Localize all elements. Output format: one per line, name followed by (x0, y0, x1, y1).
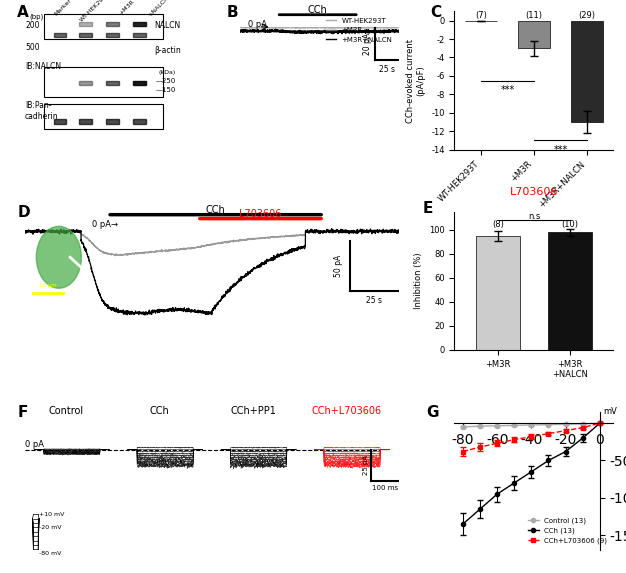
Text: CCh: CCh (308, 5, 327, 15)
Bar (44, 104, 163, 129)
Text: 25 s: 25 s (366, 296, 382, 305)
Text: +10 mV: +10 mV (39, 512, 64, 517)
Bar (548, 232, 592, 350)
Bar (571, 21, 603, 122)
Text: CCh+L703606: CCh+L703606 (311, 406, 381, 417)
Text: 25 pA: 25 pA (363, 456, 369, 476)
Text: D: D (18, 205, 30, 220)
Text: C: C (431, 5, 442, 19)
Text: 0 pA→: 0 pA→ (92, 219, 118, 229)
Text: Marker: Marker (54, 0, 73, 17)
Text: ***: *** (553, 145, 568, 155)
Bar (476, 236, 520, 350)
Text: G: G (426, 405, 438, 420)
Text: F: F (18, 405, 28, 420)
Text: —250: —250 (156, 79, 176, 84)
Bar (518, 21, 550, 48)
Text: IB:NALCN: IB:NALCN (25, 62, 61, 72)
Circle shape (36, 226, 81, 288)
Text: 200: 200 (25, 21, 39, 30)
Text: +NALCN: +NALCN (147, 0, 170, 18)
Text: 0 pA: 0 pA (25, 440, 44, 449)
Text: IB:Pan-
cadherin: IB:Pan- cadherin (25, 101, 59, 121)
Text: CCh: CCh (150, 406, 170, 417)
Text: Control: Control (49, 406, 84, 417)
Text: E: E (423, 201, 433, 215)
Legend: Control (13), CCh (13), CCh+L703606 (9): Control (13), CCh (13), CCh+L703606 (9) (525, 515, 610, 547)
Text: +M3R: +M3R (118, 0, 135, 15)
Text: β-actin: β-actin (154, 46, 181, 55)
Bar (54, 119, 66, 124)
Text: 100 ms: 100 ms (372, 485, 398, 491)
Bar (133, 33, 146, 37)
Text: (29): (29) (578, 11, 595, 20)
Text: NALCN: NALCN (155, 21, 181, 30)
Bar (44, 14, 163, 39)
Text: (11): (11) (525, 11, 543, 20)
Text: (7): (7) (475, 11, 487, 20)
Text: 0 pA: 0 pA (248, 20, 267, 29)
Text: n.s: n.s (528, 212, 540, 221)
Text: 50 pA: 50 pA (334, 255, 342, 277)
Text: —150: —150 (156, 87, 176, 93)
Bar (106, 119, 119, 124)
Legend: WT-HEK293T, +M3R, +M3R+NALCN: WT-HEK293T, +M3R, +M3R+NALCN (323, 15, 395, 45)
Bar (106, 22, 119, 26)
Text: CCh+PP1: CCh+PP1 (230, 406, 276, 417)
Bar (54, 33, 66, 37)
Bar (44, 66, 163, 97)
Text: L703606: L703606 (239, 209, 282, 219)
Text: 10 μm: 10 μm (39, 283, 56, 288)
Text: WT-HEK293T: WT-HEK293T (79, 0, 111, 23)
Text: (8): (8) (492, 221, 504, 229)
Title: L703606: L703606 (510, 187, 558, 197)
Bar (79, 22, 92, 26)
Text: 25 s: 25 s (379, 65, 395, 74)
Bar (106, 33, 119, 37)
Bar (106, 81, 119, 85)
Bar (79, 33, 92, 37)
Text: -80 mV: -80 mV (39, 551, 61, 556)
Bar (79, 119, 92, 124)
Text: mV: mV (603, 407, 617, 416)
Text: 20 pA: 20 pA (362, 33, 372, 55)
Y-axis label: Inhibition (%): Inhibition (%) (414, 253, 423, 309)
Bar (133, 22, 146, 26)
Bar (79, 81, 92, 85)
Text: (kDa): (kDa) (159, 69, 176, 74)
Text: (10): (10) (562, 221, 578, 229)
Text: B: B (227, 5, 239, 19)
Text: CCh: CCh (206, 205, 225, 215)
Bar (133, 81, 146, 85)
Text: (bp): (bp) (30, 13, 44, 20)
Bar (133, 119, 146, 124)
Y-axis label: CCh-evoked current
(pA/pF): CCh-evoked current (pA/pF) (406, 38, 426, 123)
Text: ***: *** (500, 85, 515, 95)
Text: -20 mV: -20 mV (39, 525, 61, 530)
Text: 500: 500 (25, 43, 39, 52)
Text: A: A (17, 5, 29, 19)
